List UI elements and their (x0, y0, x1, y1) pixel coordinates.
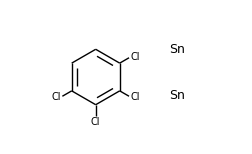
Text: Cl: Cl (90, 117, 100, 127)
Text: Cl: Cl (130, 52, 139, 62)
Text: Sn: Sn (169, 43, 185, 56)
Text: Cl: Cl (130, 92, 139, 102)
Text: Sn: Sn (169, 89, 185, 102)
Text: Cl: Cl (52, 92, 61, 102)
